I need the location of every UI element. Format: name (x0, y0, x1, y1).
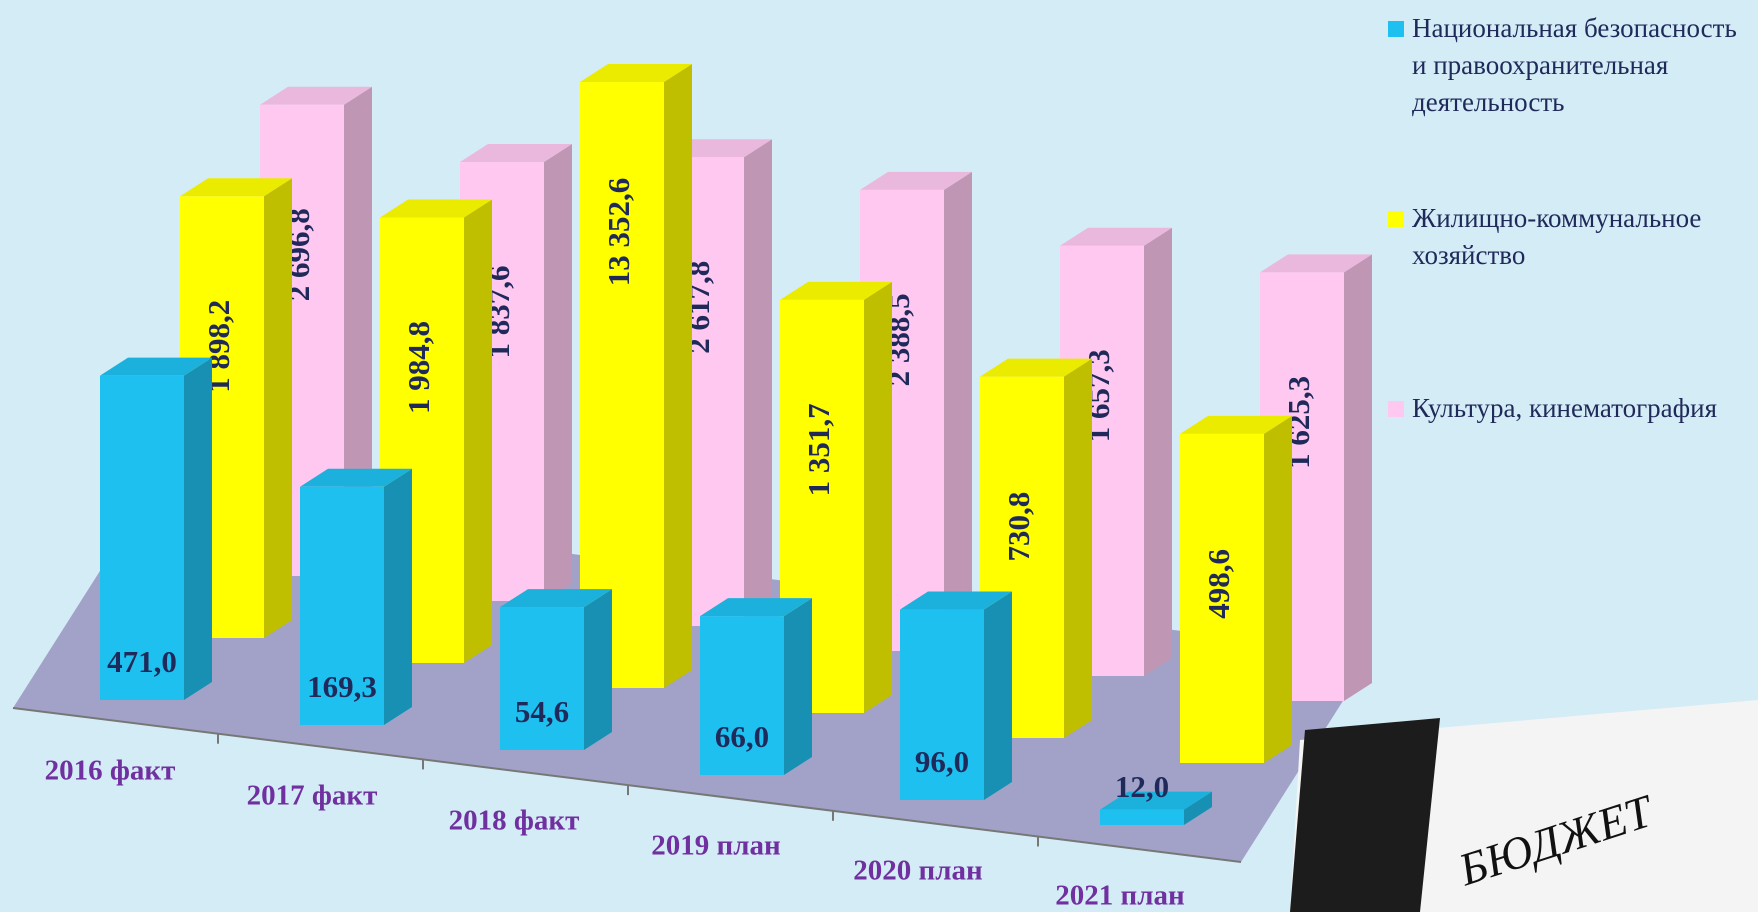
data-label: 1 351,7 (801, 403, 836, 496)
data-label: 1 984,8 (401, 321, 436, 414)
bar-side (744, 139, 772, 626)
bar-side (664, 64, 692, 688)
legend-swatch (1388, 211, 1404, 227)
bar (100, 375, 184, 700)
legend-label: Жилищно-коммунальное хозяйство (1412, 203, 1702, 270)
bar-top (980, 358, 1092, 377)
bar (700, 616, 784, 775)
data-label: 66,0 (715, 719, 769, 754)
x-tick-label: 2017 факт (247, 780, 378, 812)
bar-side (184, 357, 212, 700)
x-tick-label: 2019 план (651, 830, 780, 862)
x-tick-label: 2020 план (853, 855, 982, 887)
bar (300, 486, 384, 725)
bar-side (984, 591, 1012, 800)
legend-item: Национальная безопасность и правоохранит… (1388, 10, 1756, 200)
bar-side (784, 598, 812, 775)
bar-side (264, 178, 292, 639)
bar-top (700, 598, 812, 617)
bar (900, 609, 984, 800)
bar-top (1100, 791, 1212, 810)
axis-line (12, 707, 1242, 863)
bar-top (380, 199, 492, 218)
x-tick-label: 2018 факт (449, 805, 580, 837)
legend: Национальная безопасность и правоохранит… (1388, 10, 1756, 580)
bar (500, 607, 584, 750)
bar-side (1184, 791, 1212, 825)
legend-label: Национальная безопасность и правоохранит… (1412, 13, 1737, 117)
bars: 2 696,81 837,6 2 617,8 2 388,51 657,3 1 625… (100, 64, 1372, 825)
data-label: 169,3 (307, 669, 377, 704)
bar-side (384, 468, 412, 725)
bar-top (300, 468, 412, 487)
bar-top (100, 357, 212, 376)
bar-side (1264, 415, 1292, 763)
bar (1100, 809, 1184, 825)
legend-swatch (1388, 21, 1404, 37)
bar (1180, 433, 1264, 763)
calculator: БЮДЖЕТ (1290, 700, 1758, 912)
data-label: 96,0 (915, 744, 969, 779)
data-label: 730,8 (1001, 492, 1036, 562)
legend-label: Культура, кинематография (1412, 393, 1718, 423)
bar-top (500, 589, 612, 608)
bar-top (580, 64, 692, 83)
bar (580, 82, 664, 688)
bar-top (180, 178, 292, 197)
data-label: 498,6 (1201, 549, 1236, 619)
legend-item: Жилищно-коммунальное хозяйство (1388, 200, 1756, 390)
data-label: 12,0 (1115, 769, 1169, 804)
bar-top (1260, 254, 1372, 273)
bar-top (260, 86, 372, 105)
bar-side (1344, 254, 1372, 701)
bar-side (1144, 227, 1172, 676)
bar-top (460, 144, 572, 163)
legend-item: Культура, кинематография (1388, 390, 1756, 580)
bar-side (464, 199, 492, 664)
bar-top (1060, 227, 1172, 246)
bar-top (900, 591, 1012, 610)
legend-swatch (1388, 401, 1404, 417)
bar-side (944, 171, 972, 651)
bar-top (860, 171, 972, 190)
bar-top (780, 281, 892, 300)
bar-side (544, 144, 572, 601)
bar-top (1180, 415, 1292, 434)
data-label: 13 352,6 (601, 178, 636, 287)
bar-side (344, 86, 372, 576)
bar-side (584, 589, 612, 750)
x-tick-label: 2016 факт (45, 755, 176, 787)
data-label: 54,6 (515, 694, 569, 729)
bar-side (1064, 358, 1092, 738)
data-label: 471,0 (107, 644, 177, 679)
bar-side (864, 281, 892, 713)
x-tick-label: 2021 план (1055, 880, 1184, 912)
